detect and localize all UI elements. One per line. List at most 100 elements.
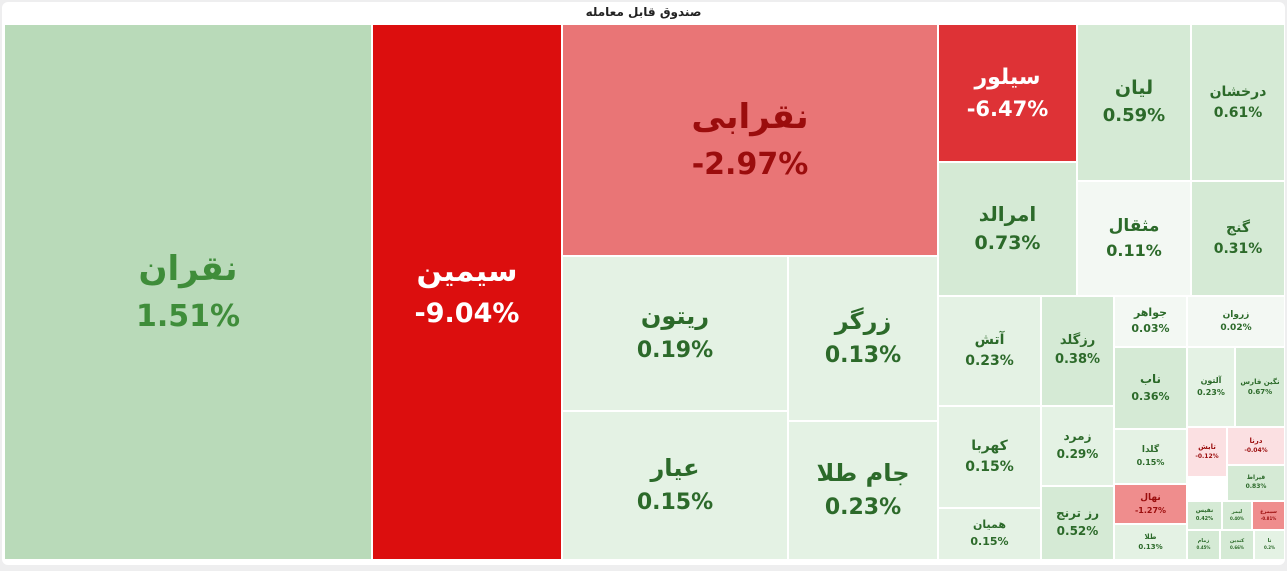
treemap-tile[interactable]: تا 0.2%	[1254, 530, 1285, 560]
tile-name: لیمر	[1231, 508, 1243, 515]
treemap-tile[interactable]: نگین فارس 0.67%	[1235, 347, 1285, 427]
tile-name: زرگر	[834, 307, 892, 336]
tile-change: -0.81%	[1260, 515, 1277, 521]
tile-name: همیان	[972, 518, 1006, 532]
treemap-tile[interactable]: ریتون 0.19%	[562, 256, 788, 411]
tile-change: -0.04%	[1244, 446, 1268, 454]
treemap: نقران 1.51% سیمین -9.04% نقرابی -2.97% ریتون 0.…	[4, 24, 1285, 560]
tile-name: تا	[1267, 538, 1272, 545]
tile-change: 0.19%	[636, 338, 714, 364]
treemap-tile[interactable]: نقران 1.51%	[4, 24, 372, 560]
tile-name: ریتون	[640, 302, 710, 331]
treemap-tile[interactable]: زرگر 0.13%	[788, 256, 938, 421]
tile-change: 0.13%	[1138, 543, 1163, 552]
tile-name: لیان	[1114, 77, 1154, 100]
treemap-tile[interactable]: جام طلا 0.23%	[788, 421, 938, 560]
tile-change: 0.13%	[824, 343, 902, 369]
tile-name: ناب	[1139, 371, 1162, 386]
treemap-tile[interactable]: نفیس 0.42%	[1187, 501, 1222, 530]
treemap-tile[interactable]: درخشان 0.61%	[1191, 24, 1285, 181]
treemap-tile[interactable]: زمرد 0.29%	[1041, 406, 1114, 486]
treemap-tile[interactable]: همیان 0.15%	[938, 508, 1041, 560]
tile-change: 0.23%	[824, 495, 902, 521]
treemap-tile[interactable]: سیمین -9.04%	[372, 24, 562, 560]
tile-name: جواهر	[1133, 305, 1168, 319]
tile-change: 0.61%	[1213, 104, 1263, 121]
tile-change: 0.66%	[1230, 545, 1244, 551]
treemap-tile[interactable]: طلا 0.13%	[1114, 524, 1187, 560]
treemap-tile[interactable]: مثقال 0.11%	[1077, 181, 1191, 296]
tile-name: رزگلد	[1059, 332, 1096, 348]
tile-name: عیار	[650, 454, 700, 483]
treemap-tile[interactable]: زمام 0.45%	[1187, 530, 1220, 560]
tile-change: 0.59%	[1102, 105, 1166, 127]
treemap-tile[interactable]: رزگلد 0.38%	[1041, 296, 1114, 406]
tile-change: 0.02%	[1220, 323, 1252, 334]
treemap-tile[interactable]: گنج 0.31%	[1191, 181, 1285, 296]
tile-change: 0.42%	[1195, 515, 1214, 522]
tile-change: 0.15%	[970, 534, 1009, 548]
treemap-tile[interactable]: رز ترنج 0.52%	[1041, 486, 1114, 560]
treemap-tile[interactable]: امرالد 0.73%	[938, 162, 1077, 296]
tile-change: 0.15%	[965, 459, 1014, 476]
tile-change: 0.23%	[965, 353, 1014, 370]
treemap-tile[interactable]: تابش -0.12%	[1187, 427, 1227, 477]
tile-name: گلدا	[1141, 445, 1160, 456]
tile-name: درخشان	[1209, 83, 1267, 100]
tile-name: درنا	[1249, 437, 1263, 446]
tile-name: نفیس	[1195, 507, 1214, 515]
tile-name: امرالد	[978, 202, 1037, 227]
treemap-tile[interactable]: ناب 0.36%	[1114, 347, 1187, 429]
treemap-tile[interactable]: درنا -0.04%	[1227, 427, 1285, 465]
tile-change: 0.40%	[1230, 515, 1244, 521]
tile-name: آتش	[974, 332, 1005, 349]
tile-name: نگین فارس	[1240, 377, 1280, 386]
treemap-tile[interactable]: نهال -1.27%	[1114, 484, 1187, 524]
treemap-tile[interactable]: کهربا 0.15%	[938, 406, 1041, 508]
tile-name: کندین	[1229, 538, 1245, 545]
tile-change: 0.11%	[1106, 240, 1162, 260]
tile-change: -0.12%	[1195, 452, 1219, 460]
tile-name: نقرابی	[691, 96, 809, 137]
tile-change: -2.97%	[691, 146, 809, 182]
tile-change: 0.83%	[1245, 483, 1267, 491]
tile-change: 0.29%	[1056, 447, 1099, 462]
tile-name: نهال	[1140, 492, 1161, 503]
treemap-tile[interactable]: نقرابی -2.97%	[562, 24, 938, 256]
tile-change: -6.47%	[966, 97, 1049, 122]
tile-name: تابش	[1198, 443, 1216, 452]
tile-name: جام طلا	[816, 459, 910, 488]
treemap-tile[interactable]: آتش 0.23%	[938, 296, 1041, 406]
tile-change: 0.15%	[636, 490, 714, 516]
treemap-tile[interactable]: کندین 0.66%	[1220, 530, 1254, 560]
tile-change: 0.03%	[1131, 322, 1170, 336]
treemap-tile[interactable]: لیان 0.59%	[1077, 24, 1191, 181]
tile-name: گنج	[1226, 219, 1250, 236]
tile-change: -9.04%	[414, 298, 520, 330]
treemap-tile[interactable]: لیمر 0.40%	[1222, 501, 1252, 530]
treemap-tile[interactable]: سیلور -6.47%	[938, 24, 1077, 162]
treemap-tile[interactable]: آلتون 0.23%	[1187, 347, 1235, 427]
tile-name: زمرد	[1063, 429, 1092, 444]
tile-name: رز ترنج	[1055, 506, 1100, 521]
tile-change: 0.73%	[974, 231, 1041, 254]
treemap-tile[interactable]: عیار 0.15%	[562, 411, 788, 560]
tile-name: طلا	[1144, 532, 1157, 541]
treemap-tile[interactable]: جواهر 0.03%	[1114, 296, 1187, 347]
treemap-tile[interactable]: گلدا 0.15%	[1114, 429, 1187, 484]
tile-name: قیراط	[1246, 474, 1266, 482]
tile-change: 0.38%	[1054, 352, 1101, 368]
tile-name: سیمین	[416, 253, 518, 289]
tile-change: 0.2%	[1263, 545, 1276, 551]
tile-change: -1.27%	[1134, 505, 1167, 515]
tile-name: سیمرغ	[1260, 508, 1277, 515]
treemap-tile[interactable]: سیمرغ -0.81%	[1252, 501, 1285, 530]
tile-change: 0.67%	[1247, 388, 1273, 397]
tile-name: زروان	[1222, 309, 1250, 320]
treemap-tile[interactable]: زروان 0.02%	[1187, 296, 1285, 347]
tile-name: نقران	[138, 248, 238, 289]
treemap-tile[interactable]: قیراط 0.83%	[1227, 465, 1285, 501]
tile-change: 0.31%	[1213, 240, 1263, 257]
tile-name: مثقال	[1108, 215, 1160, 236]
